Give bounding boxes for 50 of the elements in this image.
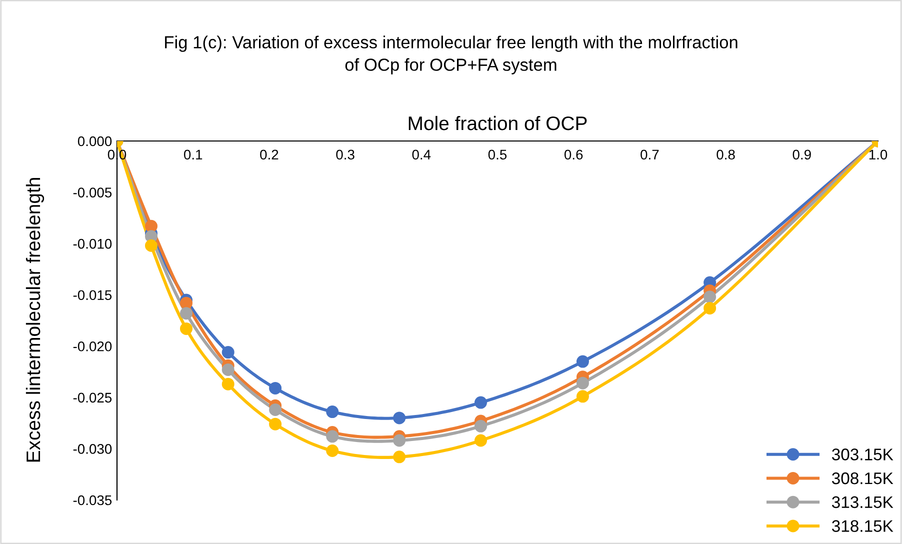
x-tick-label: 0.2: [260, 150, 278, 160]
x-tick-label: 1.0: [869, 150, 888, 160]
legend-label: 313.15K: [832, 496, 894, 508]
point: [222, 346, 234, 359]
x-tick-label: 0.8: [716, 150, 735, 160]
x-tick-label: 0.1: [184, 150, 202, 160]
y-tick-label: -0.025: [73, 392, 112, 403]
y-tick-label: -0.015: [73, 290, 112, 300]
point: [180, 322, 192, 335]
point: [326, 444, 339, 458]
x-tick-label: 0.9: [792, 150, 811, 160]
point: [393, 412, 406, 424]
point: [704, 290, 716, 304]
y-tick-label: -0.035: [73, 495, 112, 506]
point: [144, 220, 158, 232]
point: [222, 363, 234, 376]
point: [144, 239, 158, 252]
x-tick-label: 0.3: [336, 150, 354, 160]
point: [180, 296, 192, 310]
y-tick-label: -0.030: [73, 444, 112, 454]
legend-label: 308.15K: [832, 472, 894, 484]
point: [474, 434, 488, 447]
point: [576, 376, 589, 390]
y-tick-label: -0.005: [73, 188, 112, 198]
y-axis-title: Excess lintermolecular freelength: [26, 178, 44, 462]
point: [326, 406, 339, 418]
point: [474, 396, 488, 409]
point: [576, 355, 589, 368]
chart-title: Fig 1(c): Variation of excess intermolecular free length with the molrfraction of OCp for OCP+FA system: [165, 36, 738, 74]
point: [269, 403, 282, 416]
point: [180, 307, 192, 320]
point: [269, 418, 282, 430]
y-tick-label: -0.020: [73, 341, 112, 352]
x-tick-label: 0.7: [640, 150, 659, 160]
point: [393, 450, 406, 464]
x-axis-title: Mole fraction of OCP: [408, 116, 587, 130]
point: [326, 430, 339, 443]
y-tick-label: 0.000: [78, 136, 112, 146]
x-tick-label: 0.4: [412, 150, 431, 160]
legend-label: 303.15K: [832, 448, 894, 460]
point: [269, 382, 282, 394]
point: [704, 302, 716, 314]
legend-label: 318.15K: [832, 520, 894, 532]
point: [393, 434, 406, 447]
x-tick-label: 0.6: [564, 150, 583, 160]
point: [474, 420, 488, 432]
y-tick-label: -0.010: [73, 238, 112, 249]
point: [222, 378, 234, 390]
x-tick-label: 0.5: [488, 150, 507, 160]
point: [576, 390, 589, 403]
